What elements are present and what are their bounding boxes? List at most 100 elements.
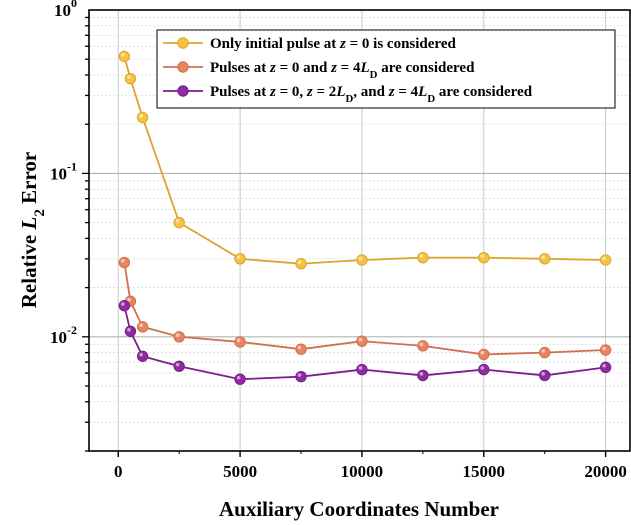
text-run: = 0 is considered — [346, 36, 457, 52]
data-point-highlight — [602, 256, 606, 261]
x-tick-label: 10000 — [341, 462, 384, 481]
x-tick-label: 5000 — [223, 462, 257, 481]
text-run: D — [370, 69, 378, 81]
data-point-highlight — [480, 366, 485, 370]
data-point — [234, 336, 246, 348]
data-point-highlight — [541, 349, 546, 353]
data-point — [599, 254, 612, 266]
legend-label: Only initial pulse at z = 0 is considere… — [210, 36, 456, 52]
text-run: z — [388, 84, 395, 100]
data-point — [136, 321, 149, 333]
data-point-highlight — [139, 352, 143, 357]
data-point — [118, 256, 131, 269]
x-tick-label: 20000 — [584, 462, 627, 481]
data-point — [417, 251, 429, 264]
data-point — [478, 363, 490, 376]
data-point-highlight — [602, 363, 606, 368]
text-run: = 4 — [395, 84, 419, 100]
text-run: Pulses at — [210, 84, 270, 100]
text-run: z — [269, 84, 276, 100]
y-tick-base: 10 — [54, 1, 71, 20]
series-1 — [118, 50, 612, 270]
data-point-highlight — [419, 342, 424, 347]
series-layer — [118, 50, 612, 385]
text-run: D — [427, 93, 435, 105]
data-point — [173, 331, 185, 343]
data-point-highlight — [419, 254, 424, 258]
data-point-highlight — [541, 372, 546, 376]
text-run: = 0 and — [276, 60, 331, 76]
text-run: = 0, — [276, 84, 307, 100]
y-tick-exponent: -1 — [67, 159, 77, 173]
series-3 — [118, 299, 612, 385]
data-point — [295, 370, 307, 383]
data-point — [539, 369, 551, 382]
data-point-highlight — [602, 346, 606, 351]
data-point — [356, 254, 368, 266]
y-tick-base: 10 — [50, 328, 67, 347]
legend-marker — [177, 37, 189, 49]
data-point-highlight — [419, 372, 424, 376]
data-point-highlight — [236, 255, 241, 260]
data-point-highlight — [127, 75, 131, 79]
data-point-highlight — [480, 351, 485, 355]
data-point — [118, 50, 131, 63]
text-run: L — [417, 84, 427, 100]
data-point — [118, 299, 131, 312]
data-point-highlight — [297, 345, 302, 350]
legend: Only initial pulse at z = 0 is considere… — [156, 29, 616, 109]
y-tick-label: 10-1 — [50, 159, 77, 183]
text-run: Relative — [17, 230, 41, 309]
text-run: Only initial pulse at — [210, 36, 340, 52]
text-run: Pulses at — [210, 60, 270, 76]
data-point — [478, 348, 490, 361]
data-point-highlight — [139, 114, 143, 118]
series-2 — [118, 256, 612, 361]
legend-marker — [177, 61, 189, 73]
data-point-highlight — [175, 362, 180, 367]
text-run: z — [330, 60, 337, 76]
text-run: z — [339, 36, 346, 52]
data-point-highlight — [236, 338, 241, 343]
data-point-highlight — [121, 302, 125, 306]
legend-box — [156, 29, 616, 109]
data-point — [173, 360, 185, 372]
x-tick-label: 15000 — [463, 462, 506, 481]
legend-entry: Only initial pulse at z = 0 is considere… — [163, 36, 456, 52]
plot-frame — [88, 9, 631, 452]
text-run: = 4 — [337, 60, 361, 76]
data-point — [356, 335, 368, 347]
text-run: are considered — [435, 84, 533, 100]
data-point-highlight — [297, 260, 302, 264]
data-point — [234, 253, 246, 265]
text-run: are considered — [377, 60, 475, 76]
legend-label: Pulses at z = 0 and z = 4LD are consider… — [210, 60, 475, 81]
legend-marker — [177, 85, 189, 97]
data-point-highlight — [127, 327, 131, 332]
x-axis-label: Auxiliary Coordinates Number — [219, 497, 499, 521]
data-point — [295, 343, 307, 355]
data-point — [234, 373, 246, 385]
data-point-highlight — [139, 323, 143, 328]
data-point-highlight — [175, 219, 180, 223]
data-point — [136, 350, 149, 362]
y-axis-label: Relative L2 Error — [17, 152, 48, 308]
data-point — [599, 344, 612, 356]
data-point-highlight — [127, 297, 131, 302]
data-point-highlight — [358, 256, 363, 261]
data-point — [124, 72, 137, 85]
data-point — [295, 258, 307, 270]
x-tick-label: 0 — [114, 462, 123, 481]
data-point-highlight — [175, 333, 180, 337]
y-tick-label: 10-2 — [50, 323, 77, 347]
legend-entry: Pulses at z = 0 and z = 4LD are consider… — [163, 60, 475, 81]
text-run: z — [306, 84, 313, 100]
data-point — [417, 369, 429, 382]
y-tick-label: 100 — [54, 0, 77, 20]
data-point-highlight — [541, 255, 546, 260]
data-point — [539, 253, 551, 265]
data-point-highlight — [480, 254, 485, 258]
data-point-highlight — [297, 373, 302, 377]
data-point-highlight — [236, 375, 241, 380]
